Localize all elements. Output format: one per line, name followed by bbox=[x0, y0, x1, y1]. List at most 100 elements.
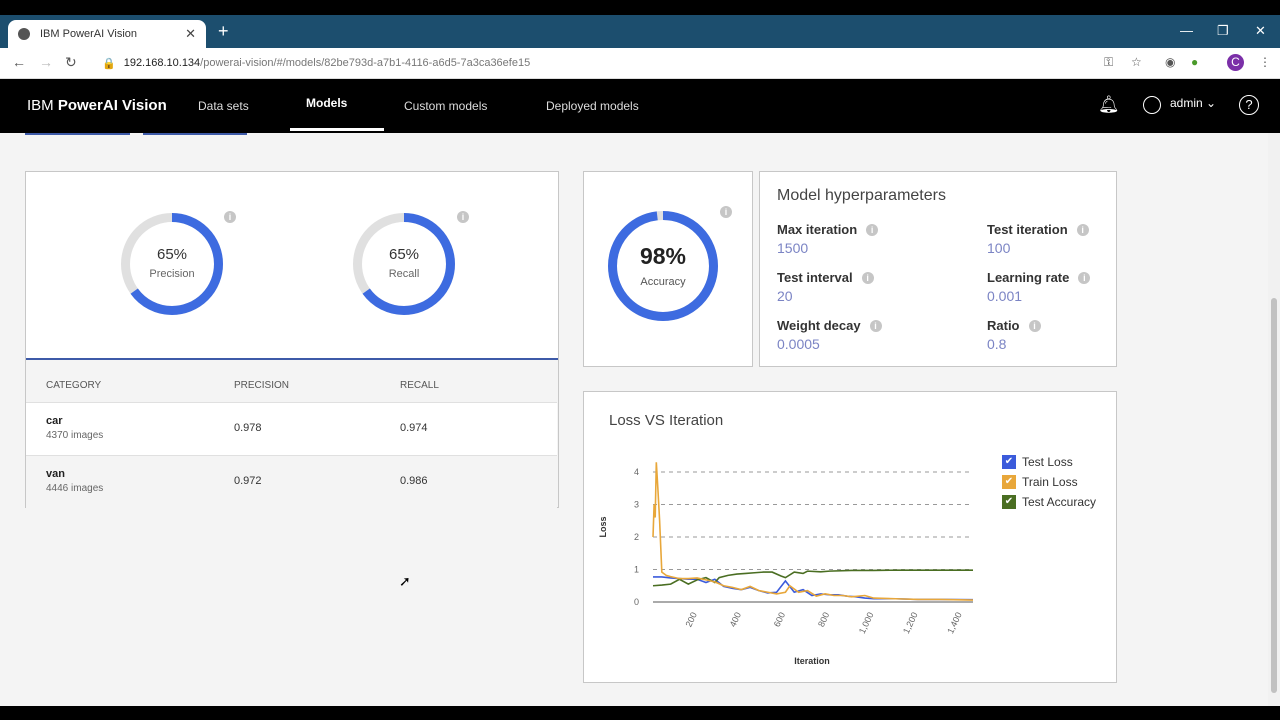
hyperparameters-card: Model hyperparameters Max iteration i 1500… bbox=[759, 171, 1117, 367]
close-tab-icon[interactable]: ✕ bbox=[185, 26, 196, 41]
browser-tab[interactable]: IBM PowerAI Vision ✕ bbox=[8, 20, 206, 48]
star-icon[interactable]: ☆ bbox=[1131, 55, 1142, 69]
globe-icon bbox=[18, 28, 30, 40]
info-icon[interactable]: i bbox=[1078, 271, 1091, 284]
x-tick-label: 200 bbox=[684, 611, 699, 629]
hyperparameters-title: Model hyperparameters bbox=[777, 187, 946, 204]
legend-test-loss[interactable]: ✔ Test Loss bbox=[1002, 455, 1073, 469]
hyperparameter-value: 0.8 bbox=[987, 336, 1007, 352]
user-icon[interactable] bbox=[1143, 96, 1161, 114]
legend-test-accuracy[interactable]: ✔ Test Accuracy bbox=[1002, 495, 1096, 509]
minimize-icon[interactable]: — bbox=[1180, 23, 1193, 38]
accuracy-label: Accuracy bbox=[640, 276, 686, 288]
screen-top bbox=[0, 0, 1280, 15]
header-recall: RECALL bbox=[400, 380, 439, 391]
maximize-icon[interactable]: ❐ bbox=[1217, 23, 1229, 38]
legend-train-loss[interactable]: ✔ Train Loss bbox=[1002, 475, 1078, 489]
nav-models[interactable]: Models bbox=[306, 96, 348, 110]
info-icon[interactable]: i bbox=[1028, 319, 1041, 332]
x-axis-label: Iteration bbox=[794, 656, 830, 666]
x-tick-label: 1,200 bbox=[901, 611, 920, 636]
brand-logo[interactable]: IBM PowerAI Vision bbox=[27, 97, 167, 114]
info-icon[interactable]: i bbox=[720, 206, 732, 218]
legend-label: Train Loss bbox=[1022, 475, 1078, 489]
header-precision: PRECISION bbox=[234, 380, 290, 391]
user-menu[interactable]: admin ⌄ bbox=[1170, 96, 1217, 110]
series-line-test-loss bbox=[653, 576, 974, 601]
button-remnant bbox=[143, 133, 247, 135]
accuracy-value: 98% bbox=[639, 243, 687, 269]
info-icon[interactable]: i bbox=[869, 319, 882, 332]
hyperparameter-value: 20 bbox=[777, 288, 793, 304]
back-icon[interactable]: ← bbox=[12, 54, 26, 70]
series-line-test-accuracy bbox=[652, 569, 973, 587]
menu-icon[interactable]: ⋮ bbox=[1259, 55, 1271, 69]
button-remnant bbox=[25, 133, 130, 135]
hyperparameter-value: 0.001 bbox=[987, 288, 1023, 304]
extension-icon[interactable]: ◉ bbox=[1165, 55, 1176, 69]
table-row[interactable]: van 4446 images 0.972 0.986 bbox=[26, 455, 557, 508]
help-icon[interactable]: ? bbox=[1239, 95, 1259, 115]
active-nav-indicator bbox=[290, 128, 384, 131]
tab-title: IBM PowerAI Vision bbox=[40, 28, 138, 40]
nav-data-sets[interactable]: Data sets bbox=[198, 99, 249, 113]
extension2-icon[interactable]: ● bbox=[1191, 55, 1199, 69]
metrics-card: 65% Precision i 65% Recall i CATEGORY PR… bbox=[25, 171, 559, 508]
reload-icon[interactable]: ↻ bbox=[65, 54, 77, 70]
hyperparameter-label: Learning rate bbox=[987, 270, 1070, 285]
info-icon[interactable]: i bbox=[1076, 223, 1089, 236]
series-line-train-loss bbox=[652, 462, 974, 601]
bell-icon[interactable]: 🔔︎ bbox=[1098, 95, 1120, 114]
hyperparameter-header: Ratio i bbox=[987, 318, 1041, 333]
key-icon[interactable]: ⚿ bbox=[1104, 55, 1114, 69]
close-window-icon[interactable]: ✕ bbox=[1255, 23, 1266, 38]
loss-chart-card: Loss VS Iteration 0 1 2 3 4 200 400 600 800 1,000… bbox=[583, 391, 1117, 683]
chart-title: Loss VS Iteration bbox=[609, 412, 724, 429]
y-axis-label: Loss bbox=[598, 516, 608, 537]
donut-fill bbox=[353, 213, 455, 315]
scrollbar[interactable] bbox=[1268, 133, 1280, 706]
hyperparameter-value: 100 bbox=[987, 240, 1011, 256]
mouse-cursor-icon: ➚ bbox=[399, 573, 411, 589]
precision-donut: 65% Precision bbox=[120, 212, 224, 316]
category-table: CATEGORY PRECISION RECALL car 4370 image… bbox=[26, 358, 558, 508]
y-tick-label: 0 bbox=[634, 597, 639, 607]
app-header: IBM PowerAI Vision Data sets Models Cust… bbox=[0, 79, 1280, 133]
x-tick-label: 600 bbox=[772, 611, 787, 629]
donut-fill bbox=[121, 213, 223, 315]
recall-donut: 65% Recall bbox=[352, 212, 456, 316]
new-tab-icon[interactable]: + bbox=[218, 21, 229, 41]
forward-icon[interactable]: → bbox=[39, 54, 53, 70]
info-icon[interactable]: i bbox=[866, 223, 879, 236]
nav-custom-models[interactable]: Custom models bbox=[404, 99, 488, 113]
profile-avatar[interactable]: C bbox=[1227, 54, 1244, 71]
info-icon[interactable]: i bbox=[224, 211, 236, 223]
brand-name: PowerAI Vision bbox=[57, 97, 167, 114]
image-count: 4446 images bbox=[46, 483, 104, 494]
info-icon[interactable]: i bbox=[861, 271, 874, 284]
precision-cell: 0.978 bbox=[234, 422, 262, 434]
hyperparameter-header: Weight decay i bbox=[777, 318, 882, 333]
nav-deployed-models[interactable]: Deployed models bbox=[546, 99, 639, 113]
precision-cell: 0.972 bbox=[234, 475, 262, 487]
hyperparameter-label: Weight decay bbox=[777, 318, 861, 333]
category-name: van bbox=[46, 468, 65, 480]
recall-value: 65% bbox=[388, 246, 420, 263]
y-tick-label: 1 bbox=[634, 565, 639, 575]
donut-fill bbox=[608, 211, 718, 321]
info-icon[interactable]: i bbox=[457, 211, 469, 223]
scrollbar-thumb[interactable] bbox=[1271, 298, 1277, 693]
checkbox-icon[interactable]: ✔ bbox=[1002, 475, 1016, 489]
x-tick-label: 400 bbox=[728, 611, 743, 629]
url-input[interactable]: 🔒 192.168.10.134/powerai-vision/#/models/… bbox=[92, 51, 1092, 75]
hyperparameter-header: Max iteration i bbox=[777, 222, 879, 237]
brand-prefix: IBM bbox=[27, 97, 54, 114]
url-path: /powerai-vision/#/models/82be793d-a7b1-4… bbox=[200, 57, 531, 69]
checkbox-icon[interactable]: ✔ bbox=[1002, 455, 1016, 469]
recall-cell: 0.986 bbox=[400, 475, 428, 487]
hyperparameter-label: Ratio bbox=[987, 318, 1020, 333]
lock-icon: 🔒 bbox=[102, 57, 116, 70]
table-row[interactable]: car 4370 images 0.978 0.974 bbox=[26, 402, 557, 455]
category-name: car bbox=[46, 415, 63, 427]
checkbox-icon[interactable]: ✔ bbox=[1002, 495, 1016, 509]
